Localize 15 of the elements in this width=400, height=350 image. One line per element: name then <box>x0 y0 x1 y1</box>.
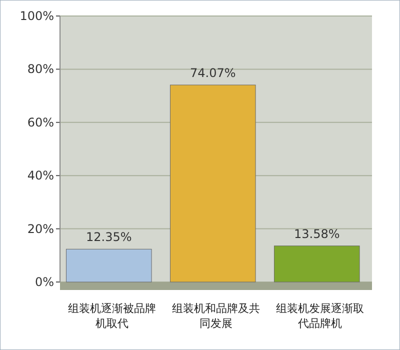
y-tick-label: 20% <box>27 222 54 236</box>
y-tick-label: 100% <box>20 9 54 23</box>
bar <box>274 246 360 282</box>
y-tick-label: 60% <box>27 115 54 130</box>
data-label: 74.07% <box>190 66 236 80</box>
bar <box>66 248 152 282</box>
data-label: 13.58% <box>294 226 340 241</box>
x-tick-label: 组装机发展逐渐取代品牌机 <box>276 302 364 330</box>
y-tick-label: 0% <box>34 275 54 289</box>
data-label: 12.35% <box>86 230 132 244</box>
x-tick-label: 组装机和品牌及共同发展 <box>172 302 260 330</box>
y-tick-label: 40% <box>27 168 54 183</box>
bar <box>170 84 256 282</box>
y-tick-label: 80% <box>27 62 54 76</box>
x-tick-label: 组装机逐渐被品牌机取代 <box>68 302 156 330</box>
